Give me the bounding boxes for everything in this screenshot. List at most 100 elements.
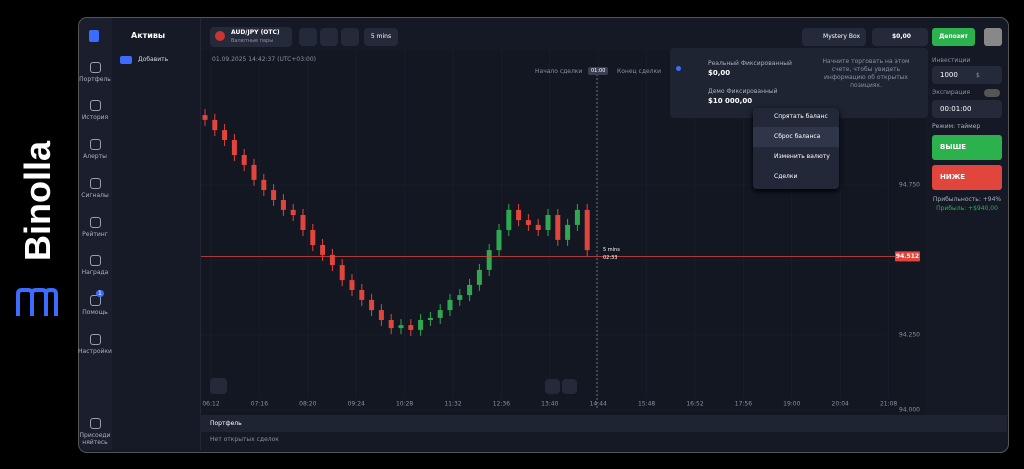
- down-button[interactable]: НИЖЕ: [932, 165, 1002, 190]
- currency: $: [976, 72, 980, 79]
- menu-highlight: [753, 127, 839, 147]
- portfolio-title: Портфель: [210, 420, 242, 427]
- x-tick-label: 13:40: [541, 401, 558, 408]
- add-asset[interactable]: Добавить: [138, 56, 169, 63]
- candle-body: [555, 215, 561, 240]
- y-tick-label: 94.000: [899, 407, 920, 414]
- nav-history[interactable]: История: [78, 100, 112, 121]
- nav-label: Портфель: [79, 76, 111, 83]
- candle-body: [506, 209, 512, 230]
- accounts-note: Начните торговать на этом счете, чтобы у…: [822, 58, 910, 89]
- candle-body: [398, 325, 404, 329]
- nav-label: Алерты: [83, 153, 107, 160]
- account-name[interactable]: Демо Фиксированный: [708, 88, 778, 95]
- deposit-btn[interactable]: Депозит: [932, 28, 975, 46]
- candle-body: [241, 155, 247, 165]
- trade-start-label: Начало сделки: [535, 68, 583, 75]
- account-name[interactable]: Реальный Фиксированный: [708, 60, 792, 67]
- nav-alerts[interactable]: Алерты: [78, 139, 112, 160]
- expiration-label: Экспирация: [932, 89, 971, 96]
- nav-portfolio[interactable]: Портфель: [78, 62, 112, 83]
- chart-settings-btn[interactable]: [210, 378, 227, 394]
- candle-body: [359, 290, 365, 300]
- account-menu: [753, 108, 839, 189]
- payout: Прибыльность: +94%: [932, 196, 1002, 203]
- portfolio-bar[interactable]: [200, 415, 1007, 432]
- nav-label: Награда: [81, 269, 109, 276]
- indicators-btn[interactable]: [299, 28, 317, 46]
- radio-selected[interactable]: [676, 66, 681, 71]
- menu-item[interactable]: Изменить валюту: [774, 153, 830, 160]
- candle-body: [251, 164, 257, 180]
- candle-body: [212, 119, 218, 131]
- x-tick-label: 14:44: [590, 401, 607, 408]
- x-tick-label: 07:16: [251, 401, 268, 408]
- x-tick-label: 08:20: [299, 401, 316, 408]
- menu-item[interactable]: Спрятать баланс: [774, 113, 828, 120]
- x-tick-label: 12:36: [493, 401, 510, 408]
- zoom-out-btn[interactable]: [545, 379, 560, 394]
- price-tag-bg: [895, 251, 920, 262]
- candle-body: [565, 224, 571, 240]
- candle-body: [378, 310, 384, 320]
- candle-body: [231, 140, 237, 155]
- zoom-in-btn[interactable]: [562, 379, 577, 394]
- expiration-toggle[interactable]: [984, 89, 1000, 97]
- y-tick-label: 94.250: [899, 332, 920, 339]
- candle-body: [261, 179, 267, 191]
- candle-body: [584, 209, 590, 251]
- nav-join[interactable]: Присоединяйтесь: [78, 418, 112, 444]
- candle-body: [339, 265, 345, 281]
- x-tick-label: 20:04: [832, 401, 849, 408]
- trade-end-label: Конец сделки: [617, 68, 662, 75]
- candle-body: [202, 115, 208, 120]
- candle-body: [535, 224, 541, 230]
- x-tick-label: 15:48: [638, 401, 655, 408]
- nav-signals[interactable]: Сигналы: [78, 178, 112, 199]
- x-tick-label: 09:24: [348, 401, 365, 408]
- candle-body: [427, 317, 433, 320]
- timer-remaining: 02:33: [603, 255, 617, 261]
- nav-reward[interactable]: Награда: [78, 255, 112, 276]
- candle-body: [310, 230, 316, 245]
- pair-selector[interactable]: [210, 27, 292, 47]
- up-button[interactable]: ВЫШЕ: [932, 135, 1002, 160]
- candle-body: [516, 209, 522, 221]
- candle-body: [545, 215, 551, 230]
- drawing-btn[interactable]: [320, 28, 338, 46]
- investment-input[interactable]: 1000: [932, 66, 1002, 84]
- candle-body: [349, 280, 355, 290]
- portfolio-empty: Нет открытых сделок: [210, 436, 279, 443]
- nav-rating[interactable]: Рейтинг: [78, 217, 112, 238]
- menu-item[interactable]: Сделки: [774, 173, 798, 180]
- sidebar: [79, 18, 112, 450]
- timer-frame: 5 mins: [603, 247, 620, 253]
- candle-body: [408, 325, 414, 330]
- add-icon[interactable]: [120, 56, 132, 64]
- nav-settings[interactable]: Настройки: [78, 334, 112, 355]
- brand-icon: [16, 288, 58, 316]
- expiration-input[interactable]: 00:01:00: [932, 100, 1002, 118]
- candle-body: [290, 209, 296, 215]
- candle-body: [222, 130, 228, 140]
- menu-item[interactable]: Сброс баланса: [774, 133, 821, 140]
- alarm-btn[interactable]: [341, 28, 359, 46]
- candle-body: [388, 320, 394, 329]
- candle-body: [418, 320, 424, 330]
- mystery-box[interactable]: Mystery Box: [802, 28, 866, 46]
- candle-body: [486, 250, 492, 270]
- help-badge: 1: [96, 290, 104, 297]
- candle-body: [329, 254, 335, 266]
- pair-name: AUD/JPY (OTC): [231, 29, 280, 36]
- nav-help[interactable]: Помощь: [78, 295, 112, 316]
- candle-body: [525, 220, 531, 225]
- candle-body: [467, 284, 473, 296]
- timeframe-btn[interactable]: 5 mins: [364, 28, 398, 46]
- assets-panel: [113, 18, 201, 450]
- balance-btn[interactable]: $0,00: [872, 28, 928, 46]
- profit: Прибыль: +$940,00: [936, 205, 998, 212]
- y-tick-label: 94.750: [899, 182, 920, 189]
- candle-body: [300, 215, 306, 230]
- avatar[interactable]: [984, 28, 1002, 46]
